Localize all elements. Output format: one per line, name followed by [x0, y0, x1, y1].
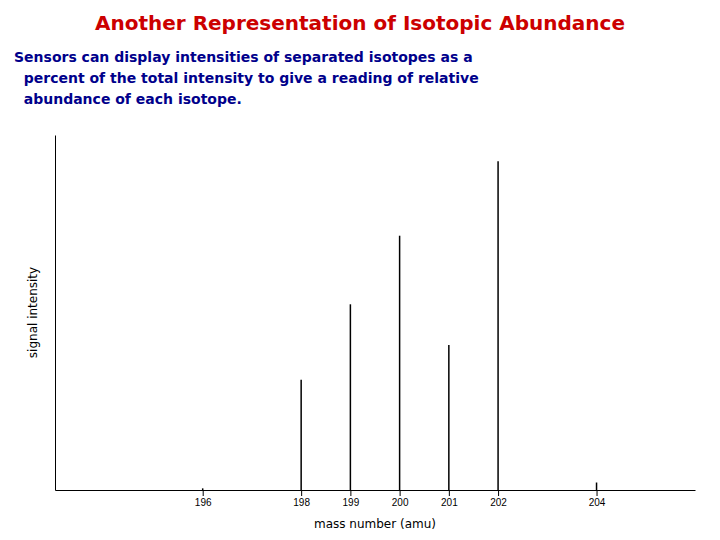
x-tick-mark	[400, 490, 401, 496]
x-axis: 196 198 199 200 201 202 204	[56, 490, 696, 508]
title: Another Representation of Isotopic Abund…	[95, 11, 625, 35]
subtitle: Sensors can display intensities of separ…	[14, 49, 473, 65]
y-axis-label: signal intensity	[26, 267, 40, 358]
chart: Another Representation of Isotopic Abund…	[0, 0, 720, 540]
x-tick-label: 204	[589, 497, 606, 508]
y-axis	[55, 136, 56, 491]
x-tick-mark	[203, 490, 204, 496]
x-tick: 201	[441, 490, 458, 508]
marks	[203, 161, 597, 490]
plot: 196 198 199 200 201 202 204	[56, 136, 696, 509]
x-tick: 196	[195, 490, 212, 508]
stem	[596, 483, 598, 490]
stem	[497, 161, 499, 490]
stem	[300, 380, 302, 490]
y-axis-line	[55, 136, 56, 491]
stem	[399, 236, 401, 490]
x-axis-line	[56, 490, 696, 491]
x-tick-label: 199	[343, 497, 360, 508]
x-tick-mark	[597, 490, 598, 496]
x-tick: 198	[293, 490, 310, 508]
x-axis-label: mass number (amu)	[314, 517, 436, 531]
subtitle: percent of the total intensity to give a…	[14, 70, 479, 86]
x-tick-label: 202	[490, 497, 507, 508]
x-tick: 202	[490, 490, 507, 508]
x-tick-label: 200	[392, 497, 409, 508]
x-tick-mark	[350, 490, 351, 496]
x-tick: 200	[392, 490, 409, 508]
x-tick: 199	[343, 490, 360, 508]
x-tick-label: 196	[195, 497, 212, 508]
x-tick-mark	[449, 490, 450, 496]
x-tick: 204	[589, 490, 606, 508]
x-tick-label: 201	[441, 497, 458, 508]
stem	[448, 345, 450, 490]
subtitle: abundance of each isotope.	[14, 91, 242, 107]
x-tick-mark	[498, 490, 499, 496]
stem	[202, 488, 204, 490]
x-tick-label: 198	[293, 497, 310, 508]
stem	[350, 304, 352, 490]
x-tick-mark	[301, 490, 302, 496]
